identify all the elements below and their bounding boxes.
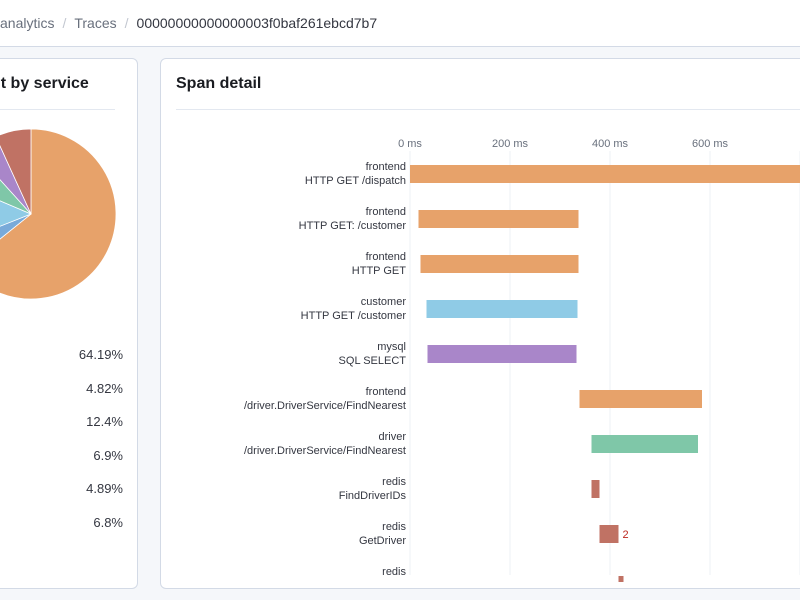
- breadcrumb-trace-id: 00000000000000003f0baf261ebcd7b7: [136, 15, 378, 31]
- span-bar[interactable]: [426, 300, 578, 318]
- span-operation-label: HTTP GET /dispatch: [305, 175, 406, 187]
- span-operation-label: /driver.DriverService/FindNearest: [244, 445, 406, 457]
- span-row[interactable]: redis FindDriverIDs: [339, 476, 600, 502]
- span-detail-panel: Span detail 0 ms 200 ms 400 ms 600 ms fronte…: [160, 58, 800, 589]
- span-operation-label: HTTP GET: [352, 265, 406, 277]
- span-gantt-chart: 0 ms 200 ms 400 ms 600 ms frontend HTTP GET /…: [244, 138, 800, 582]
- span-row[interactable]: frontend HTTP GET: [352, 251, 579, 277]
- pie-slice[interactable]: [0, 128, 117, 300]
- breadcrumb-traces[interactable]: Traces: [74, 15, 117, 31]
- x-tick-label: 400 ms: [592, 138, 629, 150]
- span-bar[interactable]: [418, 210, 579, 228]
- panel-divider: [0, 109, 115, 110]
- breadcrumb-separator: /: [124, 15, 129, 31]
- span-bar[interactable]: [579, 390, 703, 408]
- service-breakdown-panel: nt by service nd64.19% 4.82% 12.4% ner6.9% 4…: [0, 58, 138, 589]
- span-row[interactable]: frontend HTTP GET /dispatch: [305, 161, 800, 187]
- span-service-label: frontend: [366, 386, 406, 398]
- legend-percentage: 64.19%: [78, 347, 123, 362]
- span-operation-label: HTTP GET: /customer: [299, 220, 407, 232]
- panel-divider: [176, 109, 800, 110]
- span-service-label: frontend: [366, 161, 406, 173]
- legend-item: 12.4%: [0, 414, 131, 434]
- span-operation-label: /driver.DriverService/FindNearest: [244, 400, 406, 412]
- x-tick-label: 600 ms: [692, 138, 729, 150]
- span-service-label: redis: [382, 566, 406, 578]
- span-bar[interactable]: [410, 165, 800, 183]
- span-service-label: customer: [361, 296, 407, 308]
- span-row[interactable]: frontend HTTP GET: /customer: [299, 206, 579, 232]
- span-bar[interactable]: [427, 345, 577, 363]
- legend-percentage: 4.82%: [86, 380, 123, 396]
- span-bar[interactable]: [618, 576, 624, 582]
- legend-percentage: 12.4%: [86, 414, 123, 429]
- span-count-label: 2: [623, 529, 629, 541]
- span-service-label: driver: [378, 431, 406, 443]
- pie-slice[interactable]: [0, 151, 32, 215]
- span-row[interactable]: redis GetDriver 2: [359, 521, 629, 547]
- span-row[interactable]: customer HTTP GET /customer: [301, 296, 578, 322]
- span-row[interactable]: frontend/driver.DriverService/FindNeares…: [244, 386, 702, 412]
- span-operation-label: SQL SELECT: [339, 355, 407, 367]
- legend-item: 4.82%: [0, 381, 131, 401]
- breadcrumb: analytics / Traces / 00000000000000003f0…: [0, 0, 800, 47]
- legend-percentage: 4.89%: [86, 481, 123, 496]
- legend-percentage: 6.9%: [93, 447, 123, 463]
- span-bar[interactable]: [591, 435, 699, 453]
- legend-item: ner6.9%: [0, 448, 131, 468]
- legend-item: nd64.19%: [0, 347, 131, 367]
- panel-title: nt by service: [0, 75, 89, 92]
- x-tick-label: 200 ms: [492, 138, 529, 150]
- span-service-label: mysql: [377, 341, 406, 353]
- span-service-label: redis: [382, 521, 406, 533]
- span-operation-label: GetDriver: [359, 535, 406, 547]
- span-row[interactable]: driver/driver.DriverService/FindNearest: [244, 431, 698, 457]
- pie-slice[interactable]: [0, 181, 33, 246]
- span-bar[interactable]: [599, 525, 619, 543]
- span-operation-label: FindDriverIDs: [339, 490, 407, 502]
- span-service-label: frontend: [366, 251, 406, 263]
- span-service-label: frontend: [366, 206, 406, 218]
- span-row[interactable]: redis: [382, 566, 624, 582]
- breadcrumb-separator: /: [62, 15, 67, 31]
- x-tick-label: 0 ms: [398, 138, 422, 150]
- breadcrumb-analytics[interactable]: analytics: [0, 15, 55, 31]
- span-operation-label: HTTP GET /customer: [301, 310, 407, 322]
- span-row[interactable]: mysql SQL SELECT: [339, 341, 577, 367]
- legend-item: 6.8%: [0, 515, 131, 535]
- service-pie-chart: [0, 128, 117, 300]
- legend-item: 4.89%: [0, 481, 131, 501]
- span-service-label: redis: [382, 476, 406, 488]
- span-bar[interactable]: [591, 480, 600, 498]
- pie-slice[interactable]: [0, 213, 32, 267]
- legend-percentage: 6.8%: [93, 514, 123, 530]
- span-bar[interactable]: [420, 255, 579, 273]
- pie-slice[interactable]: [0, 128, 32, 215]
- panel-title: Span detail: [176, 75, 262, 92]
